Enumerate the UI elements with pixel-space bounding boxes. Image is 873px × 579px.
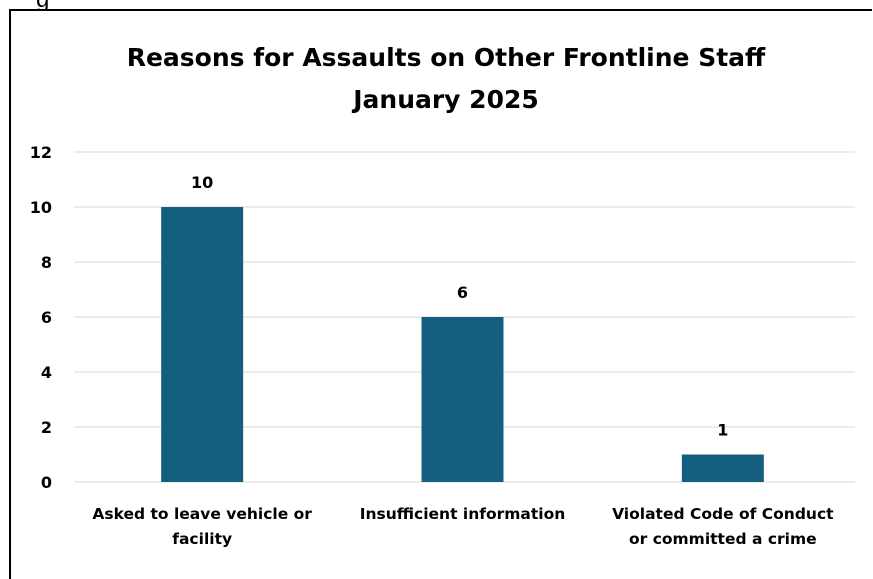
x-tick-label-line: Violated Code of Conduct [612,505,834,523]
data-label-0: 10 [191,173,213,192]
x-tick-label-line: Insufficient information [360,505,566,523]
x-tick-label-line: or committed a crime [629,530,817,548]
data-label-2: 1 [717,421,728,440]
bars [161,207,764,482]
x-tick-label-2: Violated Code of Conduct or committed a c… [612,505,834,548]
y-tick-label: 4 [41,363,52,382]
y-tick-label: 6 [41,308,52,327]
bar-0 [161,207,244,482]
chart-subtitle: January 2025 [351,85,539,114]
data-labels: 10 6 1 [191,173,728,440]
y-axis-ticks: 0 2 4 6 8 10 12 [30,143,52,492]
chart-frame [9,9,872,579]
x-tick-label-line: Asked to leave vehicle or [92,505,312,523]
x-tick-label-line: facility [172,530,232,548]
bar-1 [421,317,504,482]
x-axis-ticks: Asked to leave vehicle or facility Insuffi… [92,505,834,548]
x-tick-label-1: Insufficient information [360,505,566,523]
y-tick-label: 12 [30,143,52,162]
data-label-1: 6 [457,283,468,302]
bar-chart: 0 2 4 6 8 10 12 10 6 1 Asked to leave vehicle or… [30,43,855,548]
y-tick-label: 0 [41,473,52,492]
y-tick-label: 10 [30,198,52,217]
y-tick-label: 8 [41,253,52,272]
y-tick-label: 2 [41,418,52,437]
bar-2 [681,454,764,482]
chart-title: Reasons for Assaults on Other Frontline … [127,43,766,72]
x-tick-label-0: Asked to leave vehicle or facility [92,505,312,548]
